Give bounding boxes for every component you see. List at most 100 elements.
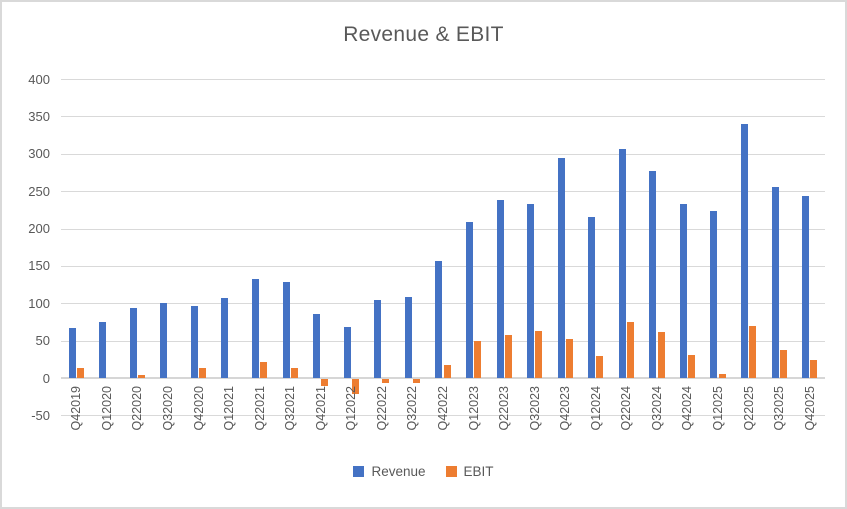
x-axis-category-label: Q42023	[558, 386, 573, 431]
bar-ebit-q12023	[474, 340, 482, 378]
bar-ebit-q32023	[535, 330, 543, 378]
y-axis-tick-label: -50	[31, 407, 50, 423]
bar-ebit-q32021	[290, 367, 298, 378]
y-axis-tick-label: 300	[28, 146, 50, 162]
bar-revenue-q32022	[404, 296, 412, 378]
y-axis-tick-label: 350	[28, 108, 50, 124]
gridline	[61, 153, 825, 155]
bar-ebit-q42025	[810, 360, 818, 378]
gridline	[61, 228, 825, 230]
y-axis-tick-label: 400	[28, 71, 50, 87]
y-axis-tick-label: 0	[42, 370, 50, 386]
bar-ebit-q42022	[443, 365, 451, 378]
bar-ebit-q32022	[413, 379, 421, 384]
bar-revenue-q32020	[160, 302, 168, 378]
x-axis-category-label: Q32025	[772, 386, 787, 431]
bar-revenue-q42021	[313, 313, 321, 378]
x-axis-category-label: Q12025	[711, 386, 726, 431]
bar-revenue-q42023	[557, 158, 565, 378]
bar-revenue-q32021	[282, 281, 290, 378]
bar-revenue-q32023	[527, 203, 535, 378]
bar-revenue-q22024	[618, 148, 626, 378]
bar-revenue-q12023	[465, 221, 473, 378]
y-axis-tick-label: 200	[28, 221, 50, 236]
bar-ebit-q22023	[504, 334, 512, 378]
bar-ebit-q42021	[321, 379, 329, 387]
bar-ebit-q12022	[351, 379, 359, 394]
gridline	[61, 303, 825, 305]
x-axis-category-label: Q22023	[497, 386, 512, 431]
bar-ebit-q12024	[596, 355, 604, 378]
bar-revenue-q42024	[679, 203, 687, 378]
bar-revenue-q42022	[435, 261, 443, 378]
bar-ebit-q22025	[749, 325, 757, 378]
gridline	[61, 191, 825, 193]
gridline	[61, 116, 825, 118]
x-axis-category-label: Q32023	[527, 386, 542, 431]
x-axis-category-label: Q22022	[374, 386, 389, 431]
x-axis-category-label: Q22021	[252, 386, 267, 431]
bar-revenue-q32025	[771, 186, 779, 378]
bar-revenue-q32024	[649, 170, 657, 378]
x-axis-category-label: Q12022	[344, 386, 359, 431]
x-axis-category-label: Q42019	[69, 386, 84, 431]
bar-revenue-q12024	[588, 217, 596, 378]
legend-item-revenue: Revenue	[353, 464, 426, 479]
x-axis-line	[61, 377, 825, 379]
bar-revenue-q22021	[252, 278, 260, 378]
y-axis-tick-label: 50	[35, 333, 50, 349]
x-axis-category-label: Q22024	[619, 386, 634, 431]
y-axis-tick-label: 100	[28, 295, 50, 311]
x-axis-category-label: Q42024	[680, 386, 695, 431]
chart-title: Revenue & EBIT	[343, 23, 504, 46]
bar-revenue-q22020	[129, 307, 137, 378]
bar-revenue-q12021	[221, 298, 229, 378]
bar-revenue-q42020	[190, 306, 198, 378]
gridline	[61, 265, 825, 267]
x-axis-category-label: Q42020	[191, 386, 206, 431]
legend-label-ebit: EBIT	[463, 464, 494, 479]
bar-ebit-q22021	[260, 362, 268, 378]
x-axis-category-label: Q42025	[802, 386, 817, 431]
bar-ebit-q42020	[199, 368, 207, 378]
x-axis-category-label: Q12021	[222, 386, 237, 431]
bar-ebit-q22020	[138, 375, 145, 378]
bar-revenue-q22023	[496, 200, 504, 378]
x-axis-category-label: Q22025	[741, 386, 756, 431]
revenue-swatch-icon	[353, 466, 365, 477]
bar-revenue-q42025	[802, 195, 810, 378]
x-axis-category-label: Q12024	[588, 386, 603, 431]
bar-revenue-q22025	[741, 123, 748, 378]
bar-ebit-q22022	[382, 379, 390, 384]
bar-revenue-q12020	[99, 321, 107, 378]
bar-ebit-q32024	[657, 331, 665, 378]
x-axis-category-label: Q32020	[160, 386, 175, 431]
bar-ebit-q42024	[688, 354, 696, 378]
legend: Revenue EBIT	[2, 464, 845, 479]
bar-revenue-q42019	[68, 327, 76, 378]
x-axis-category-label: Q32022	[405, 386, 420, 431]
x-axis-category-label: Q22020	[130, 386, 145, 431]
x-axis-category-label: Q12023	[466, 386, 481, 431]
y-axis-tick-label: 150	[28, 258, 50, 274]
bar-ebit-q32025	[779, 349, 787, 378]
y-axis-tick-label: 250	[28, 183, 50, 199]
legend-label-revenue: Revenue	[371, 464, 426, 479]
x-axis-category-label: Q42022	[436, 386, 450, 431]
bar-ebit-q22024	[626, 321, 634, 378]
bar-revenue-q12025	[710, 210, 718, 378]
x-axis-category-label: Q32024	[649, 386, 664, 431]
x-axis-category-label: Q32021	[283, 386, 298, 431]
bar-revenue-q22022	[374, 299, 382, 378]
x-axis-category-label: Q12020	[99, 386, 114, 431]
ebit-swatch-icon	[445, 466, 457, 477]
gridline	[61, 415, 825, 417]
x-axis-category-label: Q42021	[313, 386, 328, 431]
legend-item-ebit: EBIT	[445, 464, 494, 479]
bar-ebit-q42023	[565, 339, 573, 378]
bar-revenue-q12022	[343, 327, 351, 378]
gridline	[61, 340, 825, 342]
bar-ebit-q42019	[76, 368, 84, 378]
bar-ebit-q12025	[718, 373, 726, 378]
